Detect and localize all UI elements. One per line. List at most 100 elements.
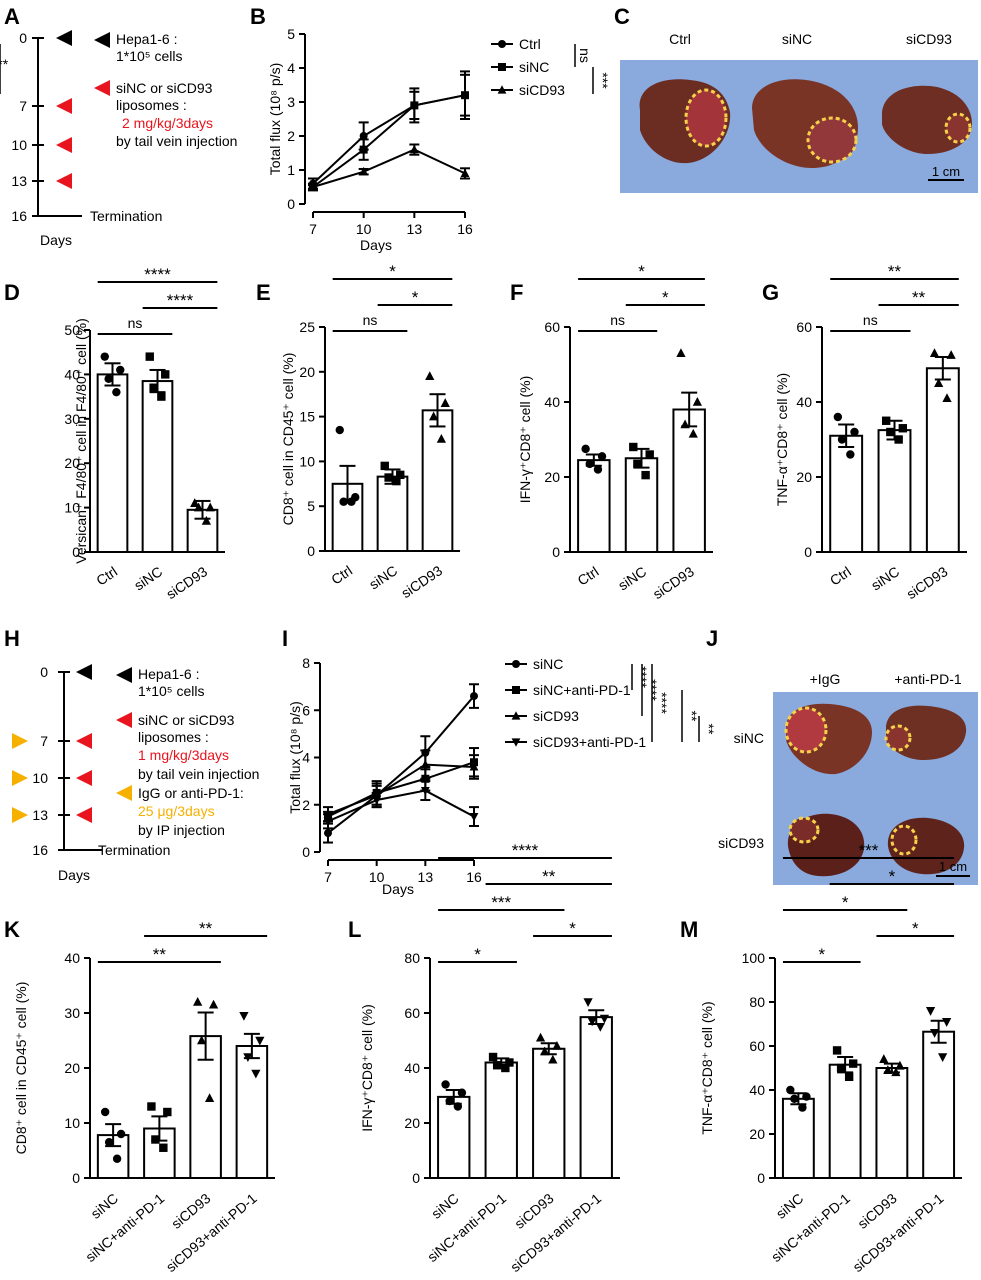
y-axis-label: IFN-γ⁺CD8⁺ cell (%) [517,376,533,504]
data-point [879,1054,889,1063]
bar-chart-f: 0 20 40 60 IFN-γ⁺CD8⁺ cell (%) Ctrl siNC siCD93… [517,262,713,602]
yellow-legend-arrow-h [116,785,132,801]
legend-label: siCD93 [519,82,565,98]
category-label: Ctrl [575,563,602,588]
series-line [327,695,475,834]
data-point [384,473,393,482]
significance-label: ns [610,312,625,328]
bar [877,429,912,553]
red-arrow-day13-h [76,807,92,823]
data-point [410,101,419,110]
data-point [929,1029,940,1038]
data-point [540,1046,550,1056]
significance-label: ** [701,724,717,735]
y-tick-label: 0 [757,1170,765,1186]
y-tick-label: 30 [64,1005,80,1021]
cells-line: 1*10⁵ cells [116,48,183,64]
red-arrow-day7-h [76,733,92,749]
data-point [470,692,478,701]
category-label: siCD93 [163,563,210,602]
ip-line-h: by IP injection [138,822,225,838]
data-point [161,370,170,379]
y-tick-label: 5 [287,26,295,42]
data-point [100,352,109,361]
data-point [645,450,654,459]
black-legend-arrow [94,32,110,48]
bar [922,1030,956,1179]
panel-letter-g: G [762,280,779,305]
significance-label: * [662,288,669,307]
termination-label: Termination [90,208,162,224]
data-point [392,476,401,486]
x-tick-label: 13 [418,869,434,885]
tumor-sinc [806,116,858,164]
sirna-line-h: siNC or siCD93 [138,712,235,728]
tick-day-0: 0 [19,30,27,46]
data-point [116,365,125,375]
category-label: siCD93 [398,562,445,601]
antibody-dose-line-h: 25 μg/3days [138,803,215,819]
data-point [380,461,389,471]
panel-letter-k: K [4,917,20,942]
data-point [676,348,686,358]
y-tick-label: 20 [544,469,560,485]
label-anti-pd1: +anti-PD-1 [894,671,962,687]
row-label-sicd93: siCD93 [718,835,764,851]
data-point [193,996,203,1006]
tick-day-16-h: 16 [32,842,48,858]
data-point [898,424,908,433]
data-point [409,144,419,154]
data-point [593,465,603,474]
category-label: siCD93 [511,1190,557,1232]
data-point [469,762,479,771]
category-label: siNC+anti-PD-1 [768,1190,853,1265]
antibody-line-h: IgG or anti-PD-1: [138,785,244,801]
significance-label: ** [153,945,167,964]
label-sicd93: siCD93 [906,31,952,47]
liposomes-line-h: liposomes : [138,729,209,745]
data-point [946,350,956,359]
tick-day-0-h: 0 [40,664,48,680]
data-point [324,829,332,838]
data-point [347,497,356,506]
data-point [934,378,944,388]
data-point [457,1088,467,1097]
bar-chart-e: 0 5 10 15 20 25 CD8⁺ cell in CD45⁺ cell (%) Ctr… [280,262,460,601]
x-tick-label: 13 [407,221,423,237]
tick-day-13-h: 13 [32,807,48,823]
data-point [942,1018,952,1027]
y-tick-label: 30 [64,411,80,427]
y-tick-label: 60 [404,1005,420,1021]
hepa-line-h: Hepa1-6 : [138,666,199,682]
x-axis-label: Days [382,881,414,897]
data-point [641,470,650,480]
data-point [204,1093,215,1103]
y-tick-label: 0 [412,1170,420,1186]
panel-letter-h: H [4,626,20,651]
y-tick-label: 8 [302,655,310,671]
bar-chart-m: 0 20 40 60 80 100 TNF-α⁺CD8⁺ cell (%) siNCsiNC+… [699,841,962,1275]
bar [672,408,706,553]
significance-label: * [889,867,896,886]
data-point [420,786,430,796]
data-point [688,428,698,438]
category-label: siNC [428,1190,462,1222]
data-point [938,1053,948,1063]
bar [577,459,611,553]
category-label: siNC [88,1190,122,1222]
series-line [312,94,466,188]
significance-label: * [818,945,825,964]
bar [437,1095,471,1179]
bar [484,1061,518,1179]
y-axis-label: CD8⁺ cell in CD45⁺ cell (%) [13,982,29,1155]
data-point [255,1036,265,1046]
data-point [436,433,446,443]
significance-label: ns [128,315,143,331]
timeline-h: 0 7 10 13 16 Days Hepa1-6 : 1*10⁵ cells … [12,664,259,883]
data-point [251,1069,261,1079]
data-point [492,1061,502,1070]
data-point [460,168,470,177]
sirna-line: siNC or siCD93 [116,80,213,96]
x-axis-label: Days [360,237,392,253]
